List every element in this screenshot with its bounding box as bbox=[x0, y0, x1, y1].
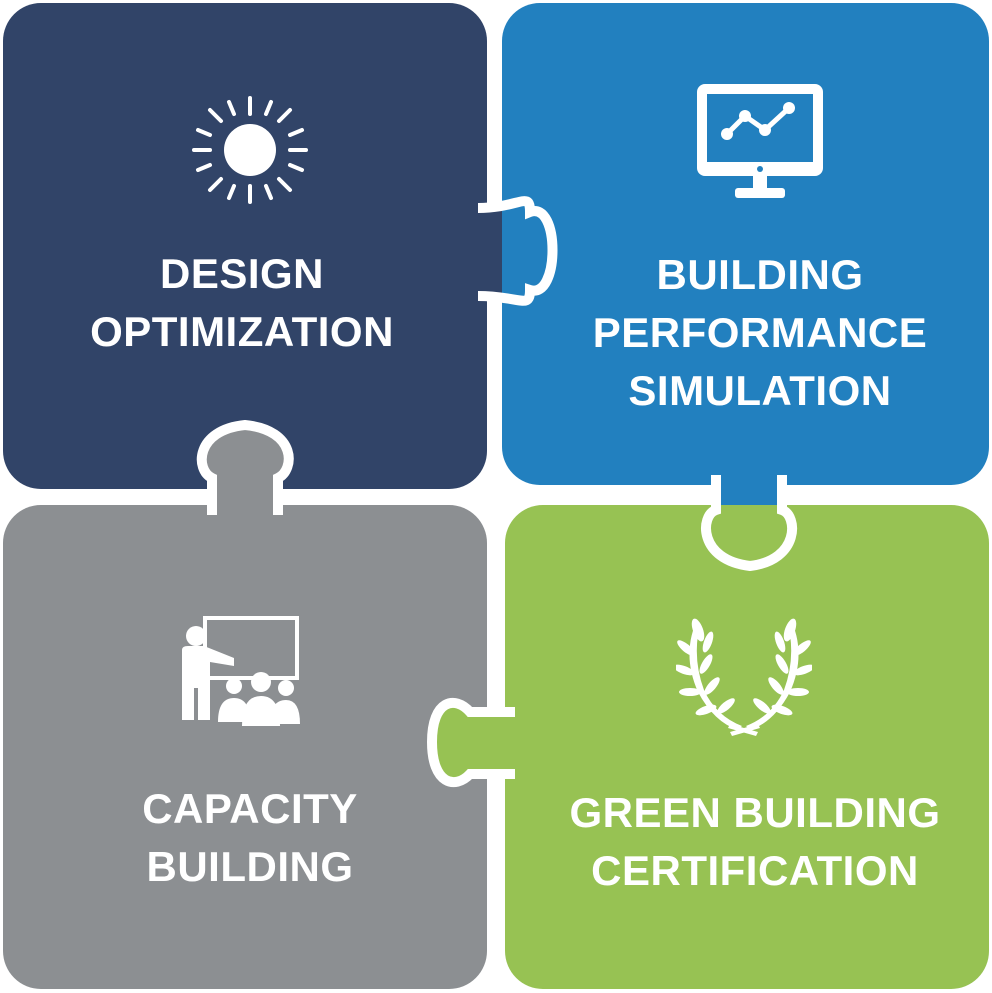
building-performance-simulation-label: BUILDING PERFORMANCE SIMULATION bbox=[540, 246, 980, 420]
certification-piece-knob bbox=[432, 702, 515, 783]
capacity-building-line-2: BUILDING bbox=[146, 843, 354, 890]
design-piece-body bbox=[3, 3, 487, 489]
green-building-certification-line-1: GREEN BUILDING bbox=[569, 789, 941, 836]
building-performance-simulation-line-3: SIMULATION bbox=[628, 367, 892, 414]
building-performance-simulation-line-1: BUILDING bbox=[656, 251, 864, 298]
design-optimization-line-1: DESIGN bbox=[159, 250, 325, 297]
capacity-building-label: CAPACITY BUILDING bbox=[40, 780, 460, 896]
green-building-certification-line-2: CERTIFICATION bbox=[591, 847, 919, 894]
capacity-piece-body bbox=[3, 505, 487, 989]
green-building-certification-label: GREEN BUILDING CERTIFICATION bbox=[520, 784, 990, 900]
monitor-chart-icon bbox=[697, 84, 823, 198]
capacity-piece-knob bbox=[201, 425, 289, 515]
design-optimization-label: DESIGN OPTIMIZATION bbox=[40, 245, 444, 361]
simulation-piece-body bbox=[502, 3, 989, 485]
building-performance-simulation-line-2: PERFORMANCE bbox=[592, 309, 928, 356]
design-optimization-line-2: OPTIMIZATION bbox=[90, 308, 394, 355]
capacity-building-line-1: CAPACITY bbox=[142, 785, 358, 832]
certification-piece-body bbox=[505, 505, 989, 989]
presentation-icon bbox=[182, 616, 300, 726]
laurel-wreath-icon bbox=[676, 618, 812, 736]
sun-icon bbox=[192, 96, 308, 204]
